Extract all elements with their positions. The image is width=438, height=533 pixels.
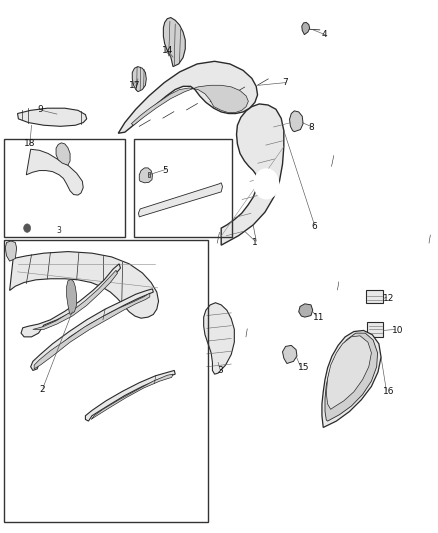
Text: 17: 17 — [129, 81, 141, 90]
Polygon shape — [322, 330, 381, 427]
Text: 3: 3 — [217, 366, 223, 375]
Polygon shape — [148, 172, 150, 177]
Polygon shape — [5, 241, 17, 261]
Text: 3: 3 — [57, 226, 62, 235]
Polygon shape — [33, 270, 117, 329]
Polygon shape — [325, 333, 378, 421]
Polygon shape — [85, 370, 175, 421]
Polygon shape — [31, 289, 153, 370]
Bar — [134, 139, 232, 237]
Polygon shape — [67, 279, 77, 314]
Text: 16: 16 — [383, 387, 395, 396]
Polygon shape — [118, 61, 258, 133]
Polygon shape — [26, 149, 83, 195]
Circle shape — [24, 224, 31, 232]
Polygon shape — [204, 303, 234, 374]
Polygon shape — [290, 111, 303, 132]
Text: 8: 8 — [309, 124, 314, 132]
Polygon shape — [139, 168, 152, 183]
Text: 4: 4 — [322, 30, 328, 39]
Polygon shape — [10, 252, 159, 318]
Text: 6: 6 — [311, 222, 317, 231]
Polygon shape — [302, 22, 310, 35]
Circle shape — [65, 114, 71, 121]
Text: 7: 7 — [283, 78, 288, 87]
Text: 9: 9 — [37, 105, 43, 114]
Polygon shape — [21, 264, 120, 337]
Polygon shape — [367, 322, 383, 337]
Text: 1: 1 — [252, 238, 258, 247]
Polygon shape — [91, 374, 173, 419]
Polygon shape — [283, 345, 297, 364]
Text: 10: 10 — [392, 326, 403, 335]
Text: 18: 18 — [24, 140, 35, 148]
Polygon shape — [221, 104, 284, 245]
Polygon shape — [131, 85, 248, 125]
Polygon shape — [56, 143, 70, 165]
Text: 11: 11 — [313, 313, 325, 321]
Polygon shape — [163, 18, 185, 67]
Circle shape — [30, 114, 36, 121]
Polygon shape — [138, 183, 223, 217]
Text: 2: 2 — [39, 385, 45, 393]
Bar — [4, 240, 208, 522]
Polygon shape — [326, 336, 371, 409]
Circle shape — [41, 114, 47, 121]
Text: 14: 14 — [162, 46, 173, 55]
Polygon shape — [132, 67, 146, 92]
Polygon shape — [366, 290, 383, 303]
Text: 5: 5 — [162, 166, 168, 175]
Circle shape — [254, 169, 279, 199]
Bar — [4, 139, 125, 237]
Text: 15: 15 — [298, 364, 309, 372]
Circle shape — [54, 114, 60, 121]
Polygon shape — [299, 304, 313, 317]
Text: 12: 12 — [383, 294, 395, 303]
Polygon shape — [34, 293, 150, 369]
Polygon shape — [18, 108, 87, 126]
